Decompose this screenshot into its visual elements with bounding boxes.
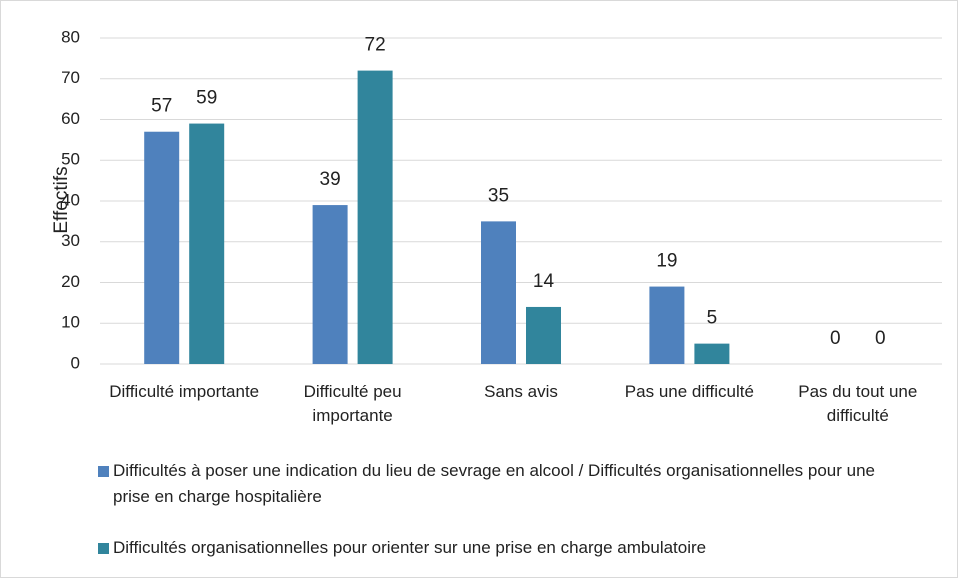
y-tick-label: 10: [61, 313, 80, 332]
data-label: 59: [196, 88, 217, 109]
data-label: 0: [875, 328, 886, 349]
data-label: 19: [656, 251, 677, 272]
y-tick-label: 40: [61, 190, 80, 209]
legend-swatch: [98, 543, 109, 554]
legend-item: Difficultés organisationnelles pour orie…: [98, 535, 898, 561]
bar: [526, 306, 561, 364]
data-label: 0: [830, 328, 841, 349]
bar: [694, 343, 730, 364]
y-axis-label: Effectifs: [51, 166, 72, 233]
data-label: 35: [488, 185, 509, 206]
legend-item: Difficultés à poser une indication du li…: [98, 458, 898, 510]
x-tick-label: Difficulté importante: [109, 382, 260, 401]
data-label: 39: [320, 169, 341, 190]
y-tick-label: 30: [61, 231, 80, 250]
y-tick-label: 80: [61, 27, 80, 46]
x-tick-label: Difficulté peu importante: [303, 382, 402, 425]
bar: [481, 221, 516, 364]
x-tick-label: Sans avis: [484, 382, 558, 401]
y-tick-label: 70: [61, 68, 80, 87]
bar: [357, 70, 393, 364]
legend-swatch: [98, 466, 109, 477]
data-label: 57: [151, 96, 172, 117]
legend-label: Difficultés organisationnelles pour orie…: [113, 538, 707, 557]
y-tick-label: 0: [71, 353, 80, 372]
y-tick-label: 20: [61, 272, 80, 291]
data-label: 72: [365, 35, 386, 56]
bar: [144, 131, 180, 364]
y-tick-label: 50: [61, 150, 80, 169]
x-tick-label: Pas du tout une difficulté: [798, 382, 918, 425]
bar: [312, 205, 348, 364]
legend-label: Difficultés à poser une indication du li…: [113, 461, 876, 506]
data-label: 5: [707, 308, 718, 329]
x-tick-label: Pas une difficulté: [624, 382, 754, 401]
bar: [649, 286, 685, 364]
bar: [189, 123, 225, 364]
y-tick-label: 60: [61, 109, 80, 128]
data-label: 14: [533, 271, 555, 292]
